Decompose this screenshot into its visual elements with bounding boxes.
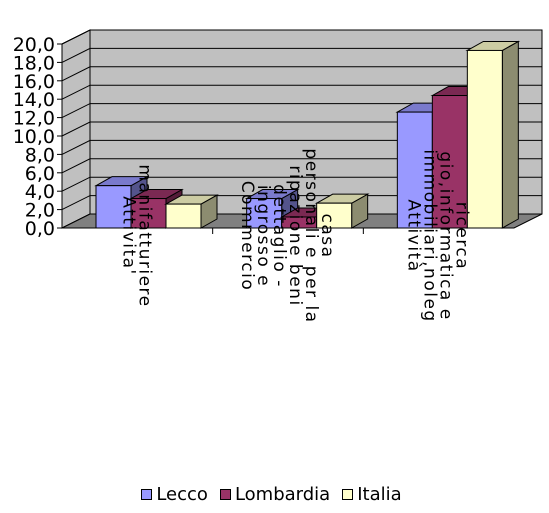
gridline	[61, 176, 542, 192]
category-label-line: gio,informatica e	[436, 151, 456, 320]
bar-italia-2	[465, 40, 521, 229]
category-label-line: Attivita'	[118, 196, 138, 275]
gridline	[61, 29, 542, 45]
legend-item-lombardia: Lombardia	[219, 484, 331, 505]
bar-side	[501, 40, 519, 229]
category-label-line: immobiliari,noleg	[420, 149, 440, 322]
y-tick-label: 20,0	[13, 34, 55, 56]
y-tick-label: 10,0	[13, 126, 55, 148]
category-label-line: ingrosso e	[253, 185, 273, 287]
category-label-line: dettaglio -	[269, 184, 289, 288]
gridline	[61, 84, 542, 100]
gridline	[61, 121, 542, 137]
bar-front	[396, 111, 433, 229]
gridlines	[61, 29, 542, 211]
legend: Lecco Lombardia Italia	[0, 484, 549, 505]
y-tick-label: 4,0	[25, 181, 55, 203]
category-label-line: manifatturiere	[134, 164, 154, 307]
legend-label: Italia	[357, 484, 402, 505]
y-tick-label: 16,0	[13, 71, 55, 93]
gridline	[61, 158, 542, 174]
bar-front	[165, 203, 202, 229]
legend-label: Lecco	[156, 484, 208, 505]
y-tick-label: 14,0	[13, 89, 55, 111]
legend-item-lecco: Lecco	[141, 484, 208, 505]
legend-label: Lombardia	[234, 484, 331, 505]
y-tick-label: 6,0	[25, 163, 55, 185]
bar-chart: 0,02,04,06,08,010,012,014,016,018,020,0 …	[13, 29, 543, 324]
gridline	[61, 139, 542, 155]
bars	[94, 40, 521, 229]
category-label-line: personali e per la	[301, 148, 321, 323]
y-tick-label: 0,0	[25, 218, 55, 240]
axes: 0,02,04,06,08,010,012,014,016,018,020,0	[13, 34, 514, 240]
gridline	[61, 195, 542, 211]
y-tick-label: 18,0	[13, 52, 55, 74]
y-tick-label: 12,0	[13, 108, 55, 130]
gridline	[61, 103, 542, 119]
bar-front	[431, 95, 468, 229]
bar-italia-1	[314, 193, 370, 229]
y-tick-label: 2,0	[25, 200, 55, 222]
bar-front	[95, 185, 132, 229]
bar-front	[246, 198, 283, 229]
legend-swatch	[342, 489, 354, 500]
y-tick-label: 8,0	[25, 144, 55, 166]
legend-swatch	[219, 489, 231, 500]
bar-italia-0	[164, 194, 219, 229]
category-label: Attivitàimmobiliari,noleggio,informatica…	[404, 149, 472, 322]
bar-front	[466, 49, 503, 229]
legend-item-italia: Italia	[342, 484, 402, 505]
gridline	[61, 47, 542, 63]
category-label: Commercioingrosso edettaglio -ripazione …	[237, 148, 337, 323]
category-label-line: casa	[317, 213, 337, 258]
gridline	[61, 66, 542, 82]
category-label-line: Commercio	[237, 181, 257, 291]
labels: Attivita'manifatturiere Commercioingrosso…	[118, 148, 471, 323]
category-label-line: ricerca	[452, 202, 472, 270]
category-label: Attivita'manifatturiere	[118, 164, 154, 307]
category-label-line: ripazione beni	[285, 165, 305, 306]
legend-swatch	[141, 489, 153, 500]
category-label-line: Attività	[404, 199, 424, 272]
